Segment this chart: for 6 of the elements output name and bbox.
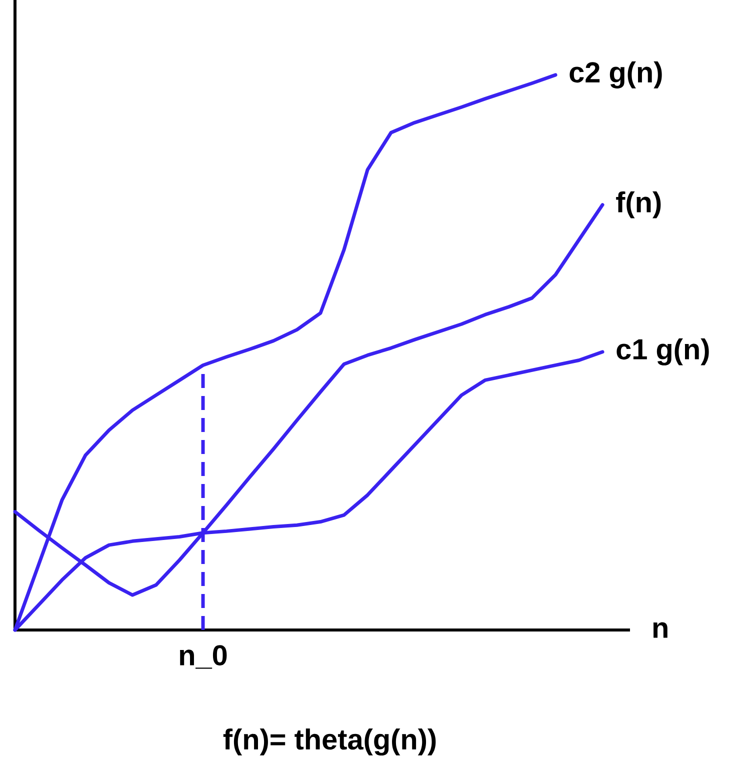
series-label: c2 g(n) xyxy=(570,61,662,88)
text: f(n)= theta(g(n)) xyxy=(223,728,436,756)
series-label: c1 g(n) xyxy=(616,338,709,366)
x-axis-title: n xyxy=(653,622,668,638)
series-label: f(n) xyxy=(616,191,661,218)
text: n_0 xyxy=(180,645,227,669)
